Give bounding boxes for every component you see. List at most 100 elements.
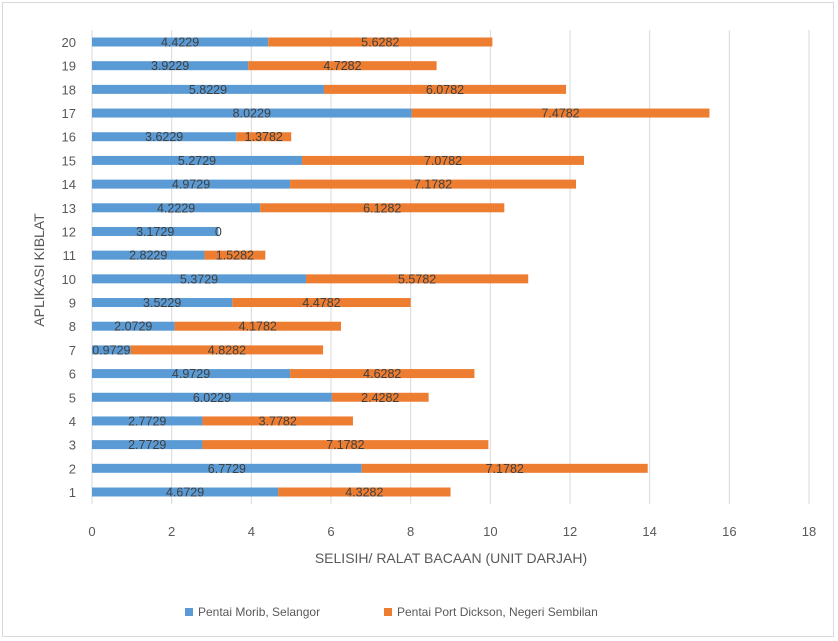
data-label-series2-cat-2: 7.1782 [486, 462, 524, 476]
y-tick-label-13: 13 [62, 201, 76, 216]
x-tick-label-8: 8 [407, 524, 414, 539]
bar-series1-cat-17 [92, 108, 412, 118]
data-label-series1-cat-8: 2.0729 [114, 320, 152, 334]
data-label-series2-cat-4: 3.7782 [259, 414, 297, 428]
bar-series2-cat-9 [232, 298, 411, 308]
y-tick-label-18: 18 [62, 82, 76, 97]
bar-series1-cat-19 [92, 61, 249, 71]
bar-series1-cat-7 [92, 345, 131, 355]
bar-series1-cat-20 [92, 37, 269, 47]
bars [92, 37, 710, 497]
bar-series2-cat-8 [174, 321, 342, 331]
x-tick-label-2: 2 [168, 524, 175, 539]
y-tick-label-1: 1 [69, 485, 76, 500]
data-label-series1-cat-1: 4.6729 [166, 486, 204, 500]
data-label-series1-cat-12: 3.1729 [136, 225, 174, 239]
data-label-series2-cat-19: 4.7282 [323, 59, 361, 73]
bar-series2-cat-3 [202, 440, 489, 450]
y-tick-label-7: 7 [69, 343, 76, 358]
bar-series1-cat-11 [92, 250, 205, 260]
bar-series2-cat-6 [290, 369, 475, 379]
bar-series1-cat-2 [92, 463, 362, 473]
y-tick-label-8: 8 [69, 319, 76, 334]
bar-series1-cat-5 [92, 392, 332, 402]
x-axis-title: SELISIH/ RALAT BACAAN (UNIT DARJAH) [315, 550, 587, 566]
bar-labels: 4.6729 4.3282 6.7729 7.1782 2.7729 7.1782 2.77… [92, 36, 579, 500]
bar-series2-cat-1 [278, 487, 451, 497]
data-label-series1-cat-16: 3.6229 [145, 130, 183, 144]
data-label-series2-cat-8: 4.1782 [239, 320, 277, 334]
x-tick-label-18: 18 [802, 524, 816, 539]
data-label-series1-cat-20: 4.4229 [161, 36, 199, 50]
x-tick-label-0: 0 [88, 524, 95, 539]
bar-series1-cat-1 [92, 487, 279, 497]
bar-series2-cat-17 [411, 108, 710, 118]
data-label-series2-cat-13: 6.1282 [363, 201, 401, 215]
y-tick-label-11: 11 [63, 248, 77, 263]
x-tick-label-4: 4 [248, 524, 255, 539]
x-tick-label-12: 12 [563, 524, 577, 539]
data-label-series2-cat-3: 7.1782 [326, 438, 364, 452]
bar-series1-cat-8 [92, 321, 175, 331]
data-label-series1-cat-5: 6.0229 [193, 391, 231, 405]
y-tick-label-20: 20 [62, 35, 76, 50]
bar-series1-cat-16 [92, 132, 237, 142]
bar-series2-cat-11 [204, 250, 266, 260]
data-label-series1-cat-2: 6.7729 [208, 462, 246, 476]
data-label-series2-cat-7: 4.8282 [208, 343, 246, 357]
data-label-series1-cat-3: 2.7729 [128, 438, 166, 452]
data-label-series2-cat-9: 4.4782 [302, 296, 340, 310]
y-tick-label-14: 14 [62, 177, 76, 192]
bar-series1-cat-14 [92, 179, 291, 189]
y-tick-label-17: 17 [62, 106, 76, 121]
data-label-series2-cat-10: 5.5782 [398, 272, 436, 286]
bar-series2-cat-16 [236, 132, 292, 142]
y-tick-label-19: 19 [62, 59, 76, 74]
legend-swatch-series2 [384, 608, 392, 616]
data-label-series2-cat-16: 1.3782 [245, 130, 283, 144]
x-tick-label-10: 10 [483, 524, 497, 539]
data-label-series1-cat-4: 2.7729 [128, 414, 166, 428]
bar-series2-cat-18 [323, 84, 567, 94]
data-label-series2-cat-5: 2.4282 [361, 391, 399, 405]
y-tick-label-15: 15 [62, 153, 76, 168]
y-tick-label-16: 16 [62, 130, 76, 145]
data-label-series2-cat-1: 4.3282 [345, 486, 383, 500]
data-label-series1-cat-18: 5.8229 [189, 83, 227, 97]
data-label-series1-cat-6: 4.9729 [172, 367, 210, 381]
data-label-series1-cat-13: 4.2229 [157, 201, 195, 215]
bar-series2-cat-7 [130, 345, 324, 355]
y-tick-label-5: 5 [69, 390, 76, 405]
y-tick-label-6: 6 [69, 367, 76, 382]
y-tick-label-12: 12 [62, 224, 76, 239]
data-label-series1-cat-11: 2.8229 [129, 249, 167, 263]
y-axis-title: APLIKASI KIBLAT [31, 213, 47, 327]
legend-swatch-series1 [185, 608, 193, 616]
data-label-series2-cat-14: 7.1782 [414, 178, 452, 192]
bar-series2-cat-2 [361, 463, 648, 473]
data-label-series2-cat-18: 6.0782 [426, 83, 464, 97]
data-label-series1-cat-10: 5.3729 [180, 272, 218, 286]
x-tick-label-14: 14 [642, 524, 656, 539]
data-label-series1-cat-19: 3.9229 [151, 59, 189, 73]
data-label-series2-cat-17: 7.4782 [541, 107, 579, 121]
bar-series1-cat-12 [92, 226, 219, 236]
bar-series1-cat-15 [92, 155, 303, 165]
data-label-series1-cat-9: 3.5229 [143, 296, 181, 310]
y-tick-label-2: 2 [69, 461, 76, 476]
y-tick-label-4: 4 [69, 414, 76, 429]
bar-series1-cat-13 [92, 203, 261, 213]
data-label-series1-cat-17: 8.0229 [233, 107, 271, 121]
data-label-series1-cat-14: 4.9729 [172, 178, 210, 192]
x-tick-label-16: 16 [722, 524, 736, 539]
y-tick-label-3: 3 [69, 438, 76, 453]
data-label-series1-cat-7: 0.9729 [92, 343, 130, 357]
bar-series2-cat-10 [306, 274, 529, 284]
bar-series1-cat-4 [92, 416, 203, 426]
legend-label-series2: Pentai Port Dickson, Negeri Sembilan [397, 605, 598, 619]
x-axis-ticks: 0 2 4 6 8 10 12 14 16 18 [88, 524, 816, 539]
bar-series1-cat-10 [92, 274, 307, 284]
bar-series1-cat-18 [92, 84, 324, 94]
